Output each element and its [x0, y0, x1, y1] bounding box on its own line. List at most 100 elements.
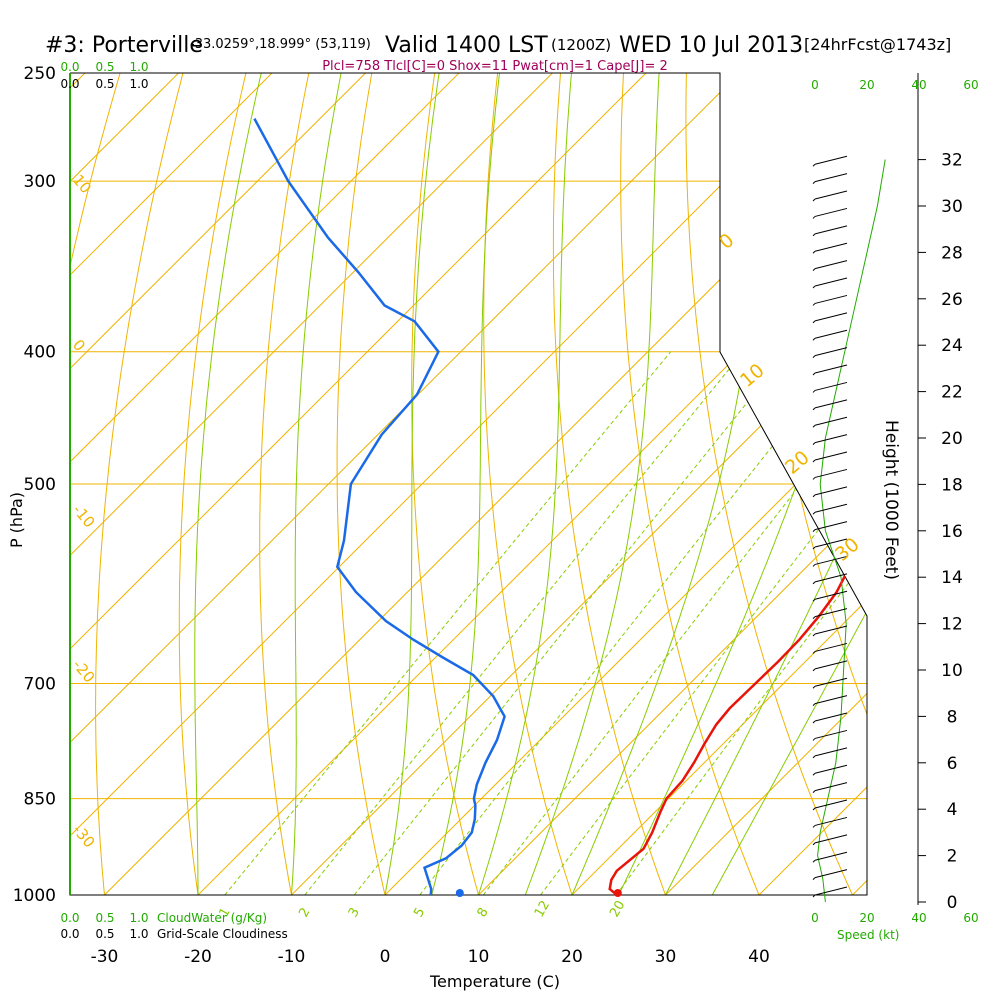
height-tick-label: 26 — [941, 290, 963, 310]
cloudwater-tick-top: 0.5 — [95, 60, 114, 74]
wind-barb-feather — [814, 695, 848, 705]
wind-barb-feather — [814, 555, 848, 565]
dry-adiabat-line — [259, 73, 315, 895]
moist-adiabat-line — [431, 73, 500, 895]
wind-barb-feather — [814, 799, 848, 809]
wind-barb-staff — [812, 616, 816, 619]
speed-tick-label-bottom: 60 — [963, 911, 978, 925]
mixing-ratio-line — [615, 351, 867, 895]
wind-barb-staff — [812, 720, 816, 724]
wind-barb-staff — [812, 459, 816, 463]
height-tick-label: 6 — [947, 754, 958, 774]
wind-barb-feather — [814, 834, 848, 844]
isotherm-line — [70, 73, 553, 895]
speed-tick-label-top: 60 — [963, 78, 978, 92]
wind-barb-feather — [814, 816, 848, 826]
wind-barb-feather — [814, 434, 848, 444]
surface-temperature-point — [613, 889, 622, 897]
mixing-ratio-line — [419, 351, 848, 895]
wind-barb-feather — [814, 225, 848, 235]
wind-barb-feather — [814, 747, 848, 757]
valid-time: Valid 1400 LST — [385, 33, 548, 58]
sounding-indices: Plcl=758 Tlcl[C]=0 Shox=11 Pwat[cm]=1 Ca… — [322, 59, 668, 74]
wind-barb-feather — [814, 347, 848, 357]
wind-barb-staff — [812, 581, 816, 585]
x-tick-label: 40 — [748, 947, 770, 967]
wind-barb-staff — [812, 268, 816, 271]
wind-barb-feather — [814, 486, 848, 496]
cloudwater-tick-top: 0.0 — [60, 60, 79, 74]
wind-barb-staff — [812, 511, 816, 515]
wind-barb-staff — [812, 877, 816, 880]
isotherm-line — [852, 73, 867, 895]
moist-adiabat-line — [665, 73, 867, 895]
mixing-ratio-line — [540, 351, 867, 895]
wind-barb-feather — [814, 294, 848, 304]
isotherm-line — [70, 73, 647, 895]
speed-tick-label-bottom: 20 — [859, 911, 874, 925]
utc-time: (1200Z) — [551, 36, 611, 54]
dry-adiabat-line — [411, 73, 479, 895]
dry-adiabat-line — [936, 49, 1000, 895]
dry-adiabat-line — [748, 73, 867, 895]
wind-barb-feather — [814, 851, 848, 861]
wind-barb-feather — [814, 399, 848, 409]
height-axis-title: Height (1000 Feet) — [881, 420, 901, 580]
wind-barb-feather — [814, 660, 848, 670]
wind-barb-staff — [812, 564, 816, 567]
height-tick-label: 30 — [941, 197, 963, 217]
wind-barb-staff — [812, 407, 816, 411]
wind-panel — [812, 155, 886, 903]
dewpoint-line — [253, 118, 506, 895]
forecast-date: WED 10 Jul 2013 — [619, 33, 803, 58]
wind-barb-staff — [812, 738, 816, 741]
wind-barb-feather — [814, 608, 848, 618]
cloudwater-tick-bottom: 0.5 — [95, 911, 114, 925]
height-tick-label: 24 — [941, 336, 963, 356]
dry-adiabat-line — [336, 73, 386, 895]
height-tick-label: 10 — [941, 661, 963, 681]
x-tick-label: 20 — [561, 947, 583, 967]
wind-barb-staff — [812, 842, 816, 846]
pressure-tick-label: 700 — [24, 675, 56, 695]
moist-adiabat-label: 20 — [781, 446, 814, 478]
wind-barb-staff — [812, 163, 816, 167]
speed-tick-label-bottom: 40 — [911, 911, 926, 925]
wind-barb-feather — [814, 521, 848, 531]
cloudiness-tick-bottom: 0.5 — [95, 927, 114, 941]
wind-barb-staff — [812, 233, 816, 237]
moist-adiabat-line — [291, 73, 342, 895]
pressure-tick-label: 500 — [24, 475, 56, 495]
height-tick-label: 32 — [941, 151, 963, 171]
skewt-background-lines — [70, 49, 1000, 895]
wind-barb-staff — [812, 320, 816, 324]
dry-adiabat-line — [620, 73, 760, 895]
wind-barb-feather — [814, 312, 848, 322]
cloudiness-tick-top: 1.0 — [129, 77, 148, 91]
dry-adiabat-label: -20 — [69, 656, 99, 686]
wind-barb-feather — [814, 451, 848, 461]
mixing-ratio-label: 3 — [346, 905, 363, 920]
cloudiness-tick-bottom: 0.0 — [60, 927, 79, 941]
cloudiness-label: Grid-Scale Cloudiness — [157, 927, 288, 941]
mixing-ratio-label: 2 — [296, 905, 313, 920]
wind-barb-staff — [812, 424, 816, 428]
wind-barb-feather — [814, 190, 848, 200]
isotherm-line — [197, 73, 867, 895]
wind-barb-feather — [814, 242, 848, 252]
height-tick-label: 28 — [941, 243, 963, 263]
mixing-ratio-label: 20 — [607, 898, 628, 920]
wind-barb-feather — [814, 782, 848, 792]
mixing-ratio-label: 12 — [532, 898, 553, 920]
dry-adiabat-line — [178, 73, 253, 895]
mixing-ratio-line — [224, 351, 672, 895]
wind-barb-staff — [812, 390, 816, 393]
moist-adiabat-label: 10 — [736, 359, 769, 391]
wind-barb-feather — [814, 677, 848, 687]
pressure-tick-label: 250 — [24, 64, 56, 84]
x-tick-label: -20 — [184, 947, 212, 967]
dry-adiabat-line — [483, 73, 573, 895]
wind-barb-feather — [814, 625, 848, 635]
wind-barb-feather — [814, 729, 848, 739]
height-tick-label: 18 — [941, 475, 963, 495]
